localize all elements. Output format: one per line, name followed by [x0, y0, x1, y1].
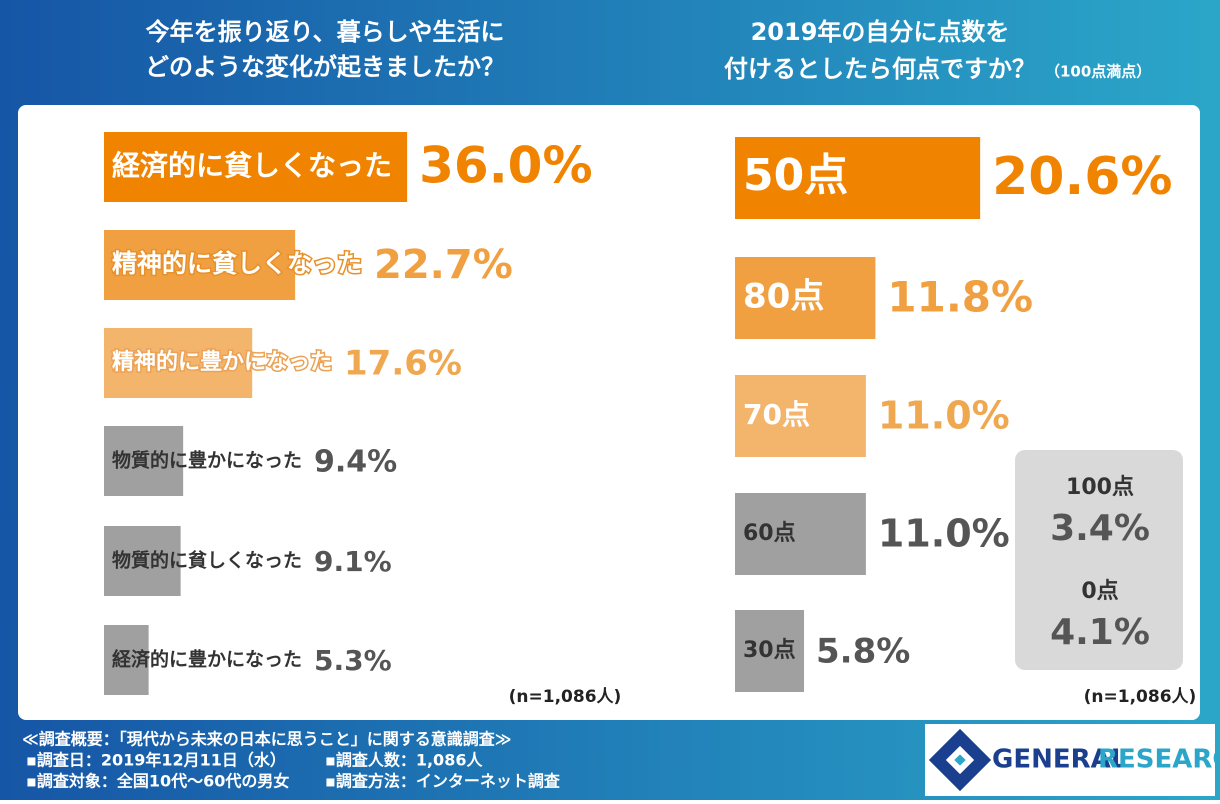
bar-label: 精神的に貧しくなった [112, 249, 362, 278]
chart-title: どのような変化が起きましたか？ [145, 53, 505, 81]
bar-label: 60点 [743, 520, 796, 546]
stat-value: 3.4% [1050, 508, 1150, 549]
bar [735, 137, 981, 219]
bar-label: 物質的に豊かになった [112, 449, 302, 472]
sample-note: (n=1,086人) [509, 687, 622, 707]
chart-title: 今年を振り返り、暮らしや生活に [146, 18, 505, 46]
stat-box [1015, 450, 1183, 670]
bar [104, 426, 184, 496]
bar [104, 132, 408, 202]
bar-label: 経済的に貧しくなった [112, 149, 392, 182]
value-label: 17.6% [344, 344, 462, 384]
footer-item: ▪調査日：2019年12月11日（水） [26, 751, 286, 770]
bar [104, 230, 296, 300]
panel [18, 105, 1200, 720]
stat-label: 0点 [1081, 578, 1118, 604]
bar [104, 625, 149, 695]
bar [735, 257, 876, 339]
value-label: 36.0% [419, 137, 592, 195]
logo-word: GENERAL [992, 745, 1127, 775]
bar-label: 経済的に豊かになった [112, 648, 302, 671]
bar-label: 精神的に豊かになった [112, 349, 332, 375]
value-label: 5.8% [816, 632, 910, 672]
chart-subtitle: （100点満点） [1045, 63, 1151, 81]
stat-label: 100点 [1066, 474, 1134, 500]
chart-title: 2019年の自分に点数を [751, 18, 1010, 46]
footer-heading: ≪調査概要：「現代から未来の日本に思うこと」に関する意識調査≫ [22, 730, 512, 749]
chart-title: 付けるとしたら何点ですか？ [724, 55, 1036, 83]
bar [735, 493, 866, 575]
value-label: 22.7% [374, 242, 513, 288]
value-label: 11.0% [878, 394, 1010, 438]
bar [735, 610, 805, 692]
bar [104, 526, 181, 596]
value-label: 9.1% [314, 545, 392, 578]
sample-note: (n=1,086人) [1084, 687, 1197, 707]
bar-label: 物質的に貧しくなった [112, 549, 302, 572]
logo-word: RESEARCH [1098, 745, 1220, 775]
bar [104, 328, 253, 398]
footer-item: ▪調査人数：1,086人 [325, 751, 483, 770]
footer-item: ▪調査対象：全国10代～60代の男女 [26, 772, 289, 791]
bar-label: 50点 [743, 150, 848, 201]
logo-icon [928, 728, 992, 792]
value-label: 11.8% [887, 273, 1033, 322]
bar [735, 375, 866, 457]
value-label: 20.6% [992, 147, 1172, 207]
bar-label: 80点 [743, 277, 824, 317]
bar-label: 70点 [743, 398, 810, 431]
bar-label: 30点 [743, 637, 796, 663]
value-label: 5.3% [314, 644, 392, 677]
stat-value: 4.1% [1050, 612, 1150, 653]
value-label: 11.0% [878, 512, 1010, 556]
value-label: 9.4% [314, 445, 397, 480]
footer-item: ▪調査方法：インターネット調査 [325, 772, 560, 791]
